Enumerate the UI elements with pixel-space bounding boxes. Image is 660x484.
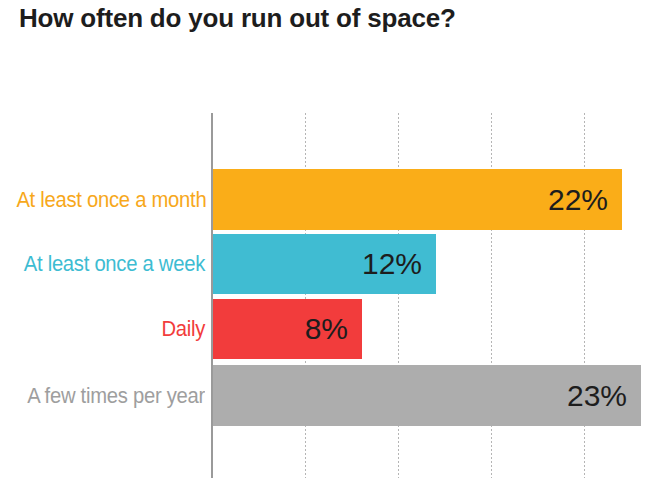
category-label: A few times per year xyxy=(16,365,205,426)
plot-area: At least once a month 22% At least once a … xyxy=(0,0,660,484)
bar: 12% xyxy=(213,234,436,294)
value-label: 22% xyxy=(548,169,608,230)
category-label: At least once a week xyxy=(16,234,205,294)
category-label: Daily xyxy=(16,299,205,359)
bar: 22% xyxy=(213,169,622,230)
category-label: At least once a month xyxy=(16,169,205,230)
bar: 23% xyxy=(213,365,641,426)
value-label: 23% xyxy=(567,365,627,426)
bar-chart: How often do you run out of space? At le… xyxy=(0,0,660,484)
bar: 8% xyxy=(213,299,362,359)
value-label: 12% xyxy=(362,234,422,294)
value-label: 8% xyxy=(305,299,348,359)
